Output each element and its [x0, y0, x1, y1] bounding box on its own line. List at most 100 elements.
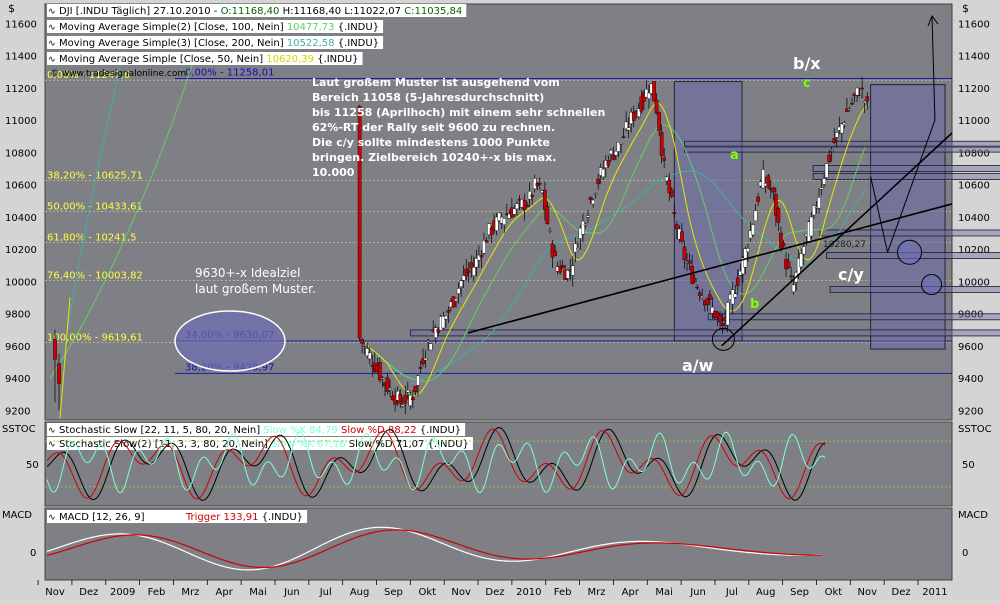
wave-label-bx: b/x — [793, 54, 821, 73]
wave-label-a: a — [730, 148, 739, 163]
candle-body — [535, 183, 540, 186]
candle-body — [753, 210, 758, 222]
y-tick-label-left: 10600 — [5, 181, 37, 192]
candle-body — [57, 363, 61, 384]
candle-body — [855, 87, 859, 96]
annotation-line: 62%-RT der Rally seit 9600 zu rechnen. — [312, 121, 555, 134]
candle-body — [489, 227, 494, 235]
candle-body — [406, 389, 410, 393]
candle-body — [365, 348, 370, 357]
candle-body — [378, 362, 382, 381]
header-value: 10620,39 — [266, 54, 314, 65]
x-tick-label: Jul — [725, 587, 738, 598]
candle-body — [433, 327, 438, 338]
candle-body — [626, 127, 631, 131]
candle-body — [781, 242, 786, 247]
candle-body — [461, 275, 466, 281]
annotation-line: Bereich 11058 (5-Jahresdurchschnitt) — [312, 91, 544, 104]
candle-body — [619, 143, 623, 145]
candle-body — [446, 310, 451, 313]
zone-bar — [812, 165, 1000, 172]
fib-label: 61,80% - 10241,5 — [47, 232, 136, 243]
candle-body — [700, 296, 705, 298]
candle-body — [824, 163, 829, 178]
candle-body — [616, 142, 621, 152]
header-main-text: Moving Average Simple [Close, 50, Nein] — [59, 54, 266, 65]
x-tick-label: Okt — [418, 587, 436, 598]
indicator-icon: ∿ — [48, 55, 56, 65]
candle-body — [411, 397, 415, 400]
candle-body — [809, 216, 814, 237]
fib-label: 38,20% - 10625,71 — [47, 170, 143, 181]
candle-body — [697, 292, 702, 296]
candle-body — [413, 385, 418, 392]
y-tick-label-right: 10400 — [958, 213, 990, 224]
arrow-head — [927, 14, 939, 27]
header-text: DJI [.INDU Täglich] 27.10.2010 - O:11168… — [59, 6, 462, 17]
header-background — [47, 437, 473, 450]
header-text: Stochastic Slow [22, 11, 5, 80, 20, Nein… — [59, 425, 461, 436]
y-tick-label-right: 10000 — [958, 277, 990, 288]
y-tick-label-left: 11600 — [5, 19, 37, 30]
candle-body — [672, 212, 677, 214]
header-value: 10522,58 — [287, 38, 335, 49]
indicator-icon: ∿ — [48, 7, 56, 17]
candle-body — [667, 179, 672, 193]
candle-body — [662, 157, 666, 161]
macd-y-tick-label: 0 — [30, 548, 36, 559]
candle-body — [779, 232, 783, 249]
candle-body — [842, 122, 847, 125]
candle-body — [545, 206, 550, 224]
candle-body — [474, 258, 479, 268]
y-tick-label-right: 9600 — [958, 342, 983, 353]
zone-bar — [409, 329, 1000, 337]
header-value: {.INDU} — [424, 439, 469, 450]
candle-body — [789, 275, 793, 278]
header-text: Moving Average Simple(3) [Close, 200, Ne… — [59, 38, 379, 49]
candle-body — [624, 121, 628, 130]
zone-bar — [684, 140, 1000, 148]
x-tick-label: Nov — [451, 587, 471, 598]
y-tick-label-left: 10400 — [5, 213, 37, 224]
candle-body — [583, 223, 588, 226]
candle-body — [388, 388, 392, 391]
candle-body — [710, 306, 715, 314]
candle-body — [398, 394, 403, 404]
x-tick-label: Feb — [148, 587, 166, 598]
fib-label: 0,00% - 11247,6 — [47, 70, 130, 81]
header-value: {.INDU} — [335, 22, 380, 33]
header-main-text: MACD [12, 26, 9] — [59, 512, 148, 523]
header-value: O:11168,40 — [221, 6, 280, 17]
candle-body — [360, 338, 364, 344]
macd-trigger-line — [46, 529, 822, 569]
candle-body — [857, 95, 862, 97]
candle-body — [654, 99, 659, 114]
fib-label: 76,40% - 10003,82 — [47, 271, 143, 282]
candle-body — [421, 358, 425, 365]
macd-header-row: ∿ MACD [12, 26, 9] 119,93 Trigger 133,91 … — [47, 510, 308, 523]
candle-body — [459, 280, 463, 287]
candle-body — [53, 339, 57, 360]
candle-body — [862, 100, 867, 103]
macd-y-tick-label-right: 0 — [962, 548, 968, 559]
candle-body — [525, 205, 529, 207]
candle-body — [621, 136, 626, 138]
candle-body — [403, 395, 408, 404]
wave-circle-cy-1 — [897, 239, 923, 265]
annotation-ideal-line: 9630+-x Idealziel — [195, 266, 300, 280]
candle-body — [472, 267, 476, 276]
y-tick-label-right: 11200 — [958, 84, 990, 95]
wave-label-cy: c/y — [838, 265, 864, 284]
annotation-line: Laut großem Muster ist ausgehend vom — [312, 76, 560, 89]
candle-body — [451, 296, 456, 308]
candle-body — [751, 224, 755, 236]
candle-body — [494, 216, 499, 231]
candle-body — [850, 103, 854, 105]
candle-body — [560, 265, 565, 268]
candle-body — [497, 212, 501, 221]
indicator-icon: ∿ — [48, 23, 56, 33]
header-value: 119,93 — [148, 512, 183, 523]
x-tick-label: Dez — [79, 587, 98, 598]
header-value: Trigger 133,91 — [183, 512, 259, 523]
candle-body — [573, 243, 578, 253]
